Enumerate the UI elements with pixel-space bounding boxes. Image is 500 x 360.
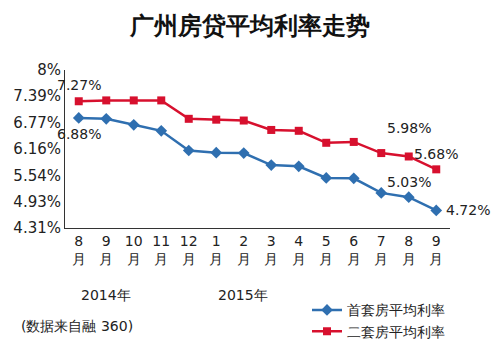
svg-text:7.39%: 7.39% (13, 87, 61, 105)
svg-text:二套房平均利率: 二套房平均利率 (347, 324, 445, 340)
svg-text:9月: 9月 (429, 233, 443, 267)
svg-text:8%: 8% (37, 61, 61, 79)
svg-text:2014年: 2014年 (81, 287, 131, 303)
svg-text:7.27%: 7.27% (57, 77, 101, 93)
svg-text:9月: 9月 (99, 233, 113, 267)
svg-text:7月: 7月 (374, 233, 388, 267)
svg-text:5.03%: 5.03% (387, 174, 431, 190)
svg-text:6.77%: 6.77% (13, 114, 61, 132)
svg-text:4.93%: 4.93% (13, 193, 61, 211)
svg-text:8月: 8月 (402, 233, 416, 267)
svg-text:12月: 12月 (180, 233, 198, 267)
svg-text:4.31%: 4.31% (13, 219, 61, 237)
svg-text:首套房平均利率: 首套房平均利率 (347, 302, 445, 318)
svg-text:6月: 6月 (347, 233, 361, 267)
svg-text:3月: 3月 (264, 233, 278, 267)
svg-text:4月: 4月 (292, 233, 306, 267)
svg-text:2月: 2月 (237, 233, 251, 267)
svg-text:5.54%: 5.54% (13, 167, 61, 185)
svg-text:8月: 8月 (72, 233, 86, 267)
svg-text:广州房贷平均利率走势: 广州房贷平均利率走势 (129, 12, 370, 40)
svg-text:2015年: 2015年 (218, 287, 268, 303)
svg-text:10月: 10月 (125, 233, 143, 267)
svg-text:(数据来自融 360): (数据来自融 360) (21, 318, 133, 334)
svg-text:4.72%: 4.72% (446, 202, 490, 218)
svg-text:5.68%: 5.68% (414, 146, 458, 162)
svg-text:5月: 5月 (319, 233, 333, 267)
svg-text:6.88%: 6.88% (57, 126, 101, 142)
svg-text:11月: 11月 (152, 233, 170, 267)
svg-text:1月: 1月 (209, 233, 223, 267)
svg-text:5.98%: 5.98% (387, 120, 431, 136)
svg-text:6.16%: 6.16% (13, 140, 61, 158)
